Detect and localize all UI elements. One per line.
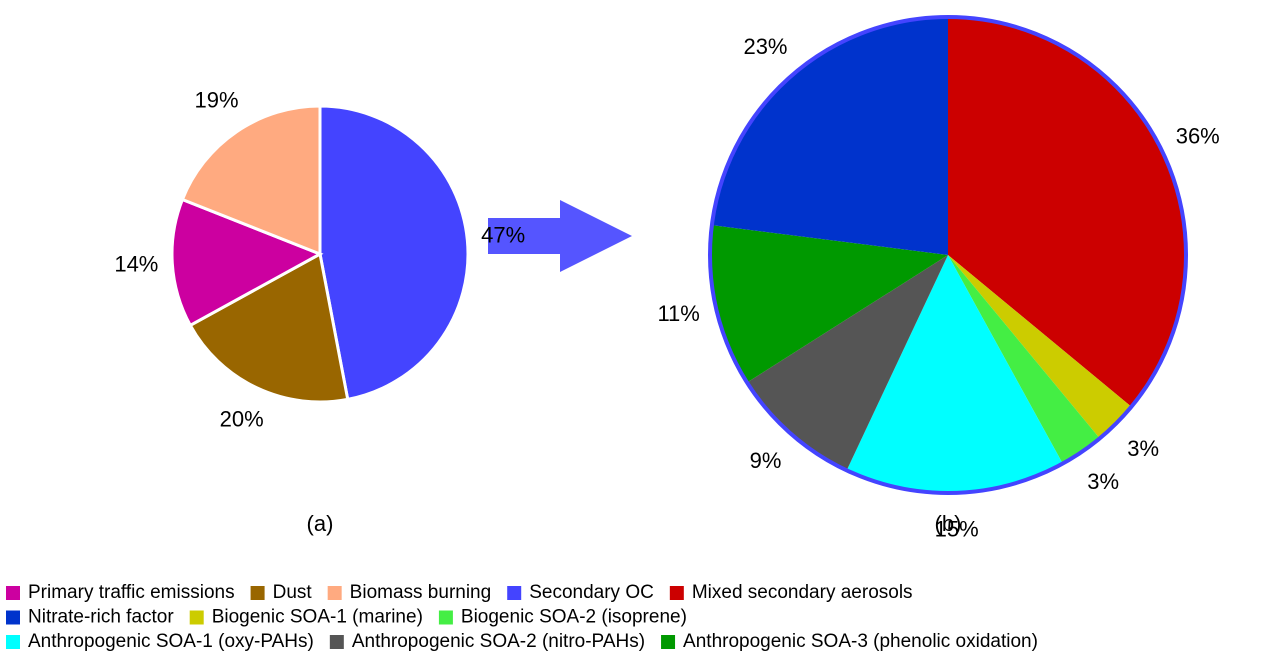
pie-slice bbox=[747, 255, 948, 471]
data-label: 47% bbox=[481, 222, 525, 247]
legend-swatch bbox=[438, 610, 453, 625]
pie-slice bbox=[846, 255, 1063, 493]
pie-slice bbox=[948, 255, 1132, 439]
data-label: 9% bbox=[750, 448, 782, 473]
legend-swatch bbox=[6, 635, 20, 649]
pie-outline bbox=[708, 15, 1188, 495]
legend-label: Anthropogenic SOA-1 (oxy-PAHs) bbox=[28, 631, 314, 652]
pie-slice bbox=[948, 17, 1187, 407]
legend-swatch bbox=[327, 586, 342, 600]
legend-swatch bbox=[250, 586, 265, 600]
pie-slice bbox=[710, 225, 948, 383]
legend-label: Biomass burning bbox=[350, 582, 492, 603]
legend-swatch bbox=[507, 586, 522, 600]
pie-slice bbox=[188, 251, 350, 404]
panel-label: (a) bbox=[307, 511, 334, 536]
data-label: 36% bbox=[1176, 123, 1220, 148]
pie-slice bbox=[318, 104, 470, 402]
legend-swatch bbox=[6, 586, 20, 600]
legend-swatch bbox=[6, 610, 20, 625]
legend-swatch bbox=[189, 610, 204, 625]
legend-label: Nitrate-rich factor bbox=[28, 607, 174, 628]
arrow bbox=[488, 200, 632, 272]
data-label: 14% bbox=[114, 251, 158, 276]
legend-swatch bbox=[669, 586, 684, 600]
panel-label: (b) bbox=[935, 511, 962, 536]
data-label: 3% bbox=[1087, 469, 1119, 494]
data-label: 3% bbox=[1127, 436, 1159, 461]
legend-swatch bbox=[329, 635, 344, 649]
pie-slice bbox=[948, 255, 1100, 464]
legend-label: Primary traffic emissions bbox=[28, 582, 235, 603]
data-label: 23% bbox=[743, 34, 787, 59]
legend-label: Biogenic SOA-1 (marine) bbox=[212, 607, 423, 628]
data-label: 19% bbox=[195, 88, 239, 113]
legend-label: Mixed secondary aerosols bbox=[692, 582, 913, 603]
pie-slice bbox=[170, 197, 324, 328]
legend-label: Anthropogenic SOA-2 (nitro-PAHs) bbox=[352, 631, 645, 652]
data-label: 15% bbox=[935, 517, 979, 542]
pie-slice bbox=[180, 104, 322, 257]
legend: Primary traffic emissions Dust Biomass bur… bbox=[6, 582, 1038, 652]
legend-label: Anthropogenic SOA-3 (phenolic oxidation) bbox=[683, 631, 1038, 652]
data-label: 20% bbox=[220, 406, 264, 431]
legend-label: Dust bbox=[273, 582, 313, 603]
pie-slice bbox=[711, 17, 948, 255]
data-label: 11% bbox=[657, 301, 699, 326]
legend-label: Biogenic SOA-2 (isoprene) bbox=[461, 607, 687, 628]
pies: 47% 20% 14% 19% (a) 36% 3% 3% 15% 9% 11% 23% (b) bbox=[114, 15, 1220, 542]
legend-label: Secondary OC bbox=[529, 582, 654, 603]
legend-swatch bbox=[661, 635, 676, 649]
